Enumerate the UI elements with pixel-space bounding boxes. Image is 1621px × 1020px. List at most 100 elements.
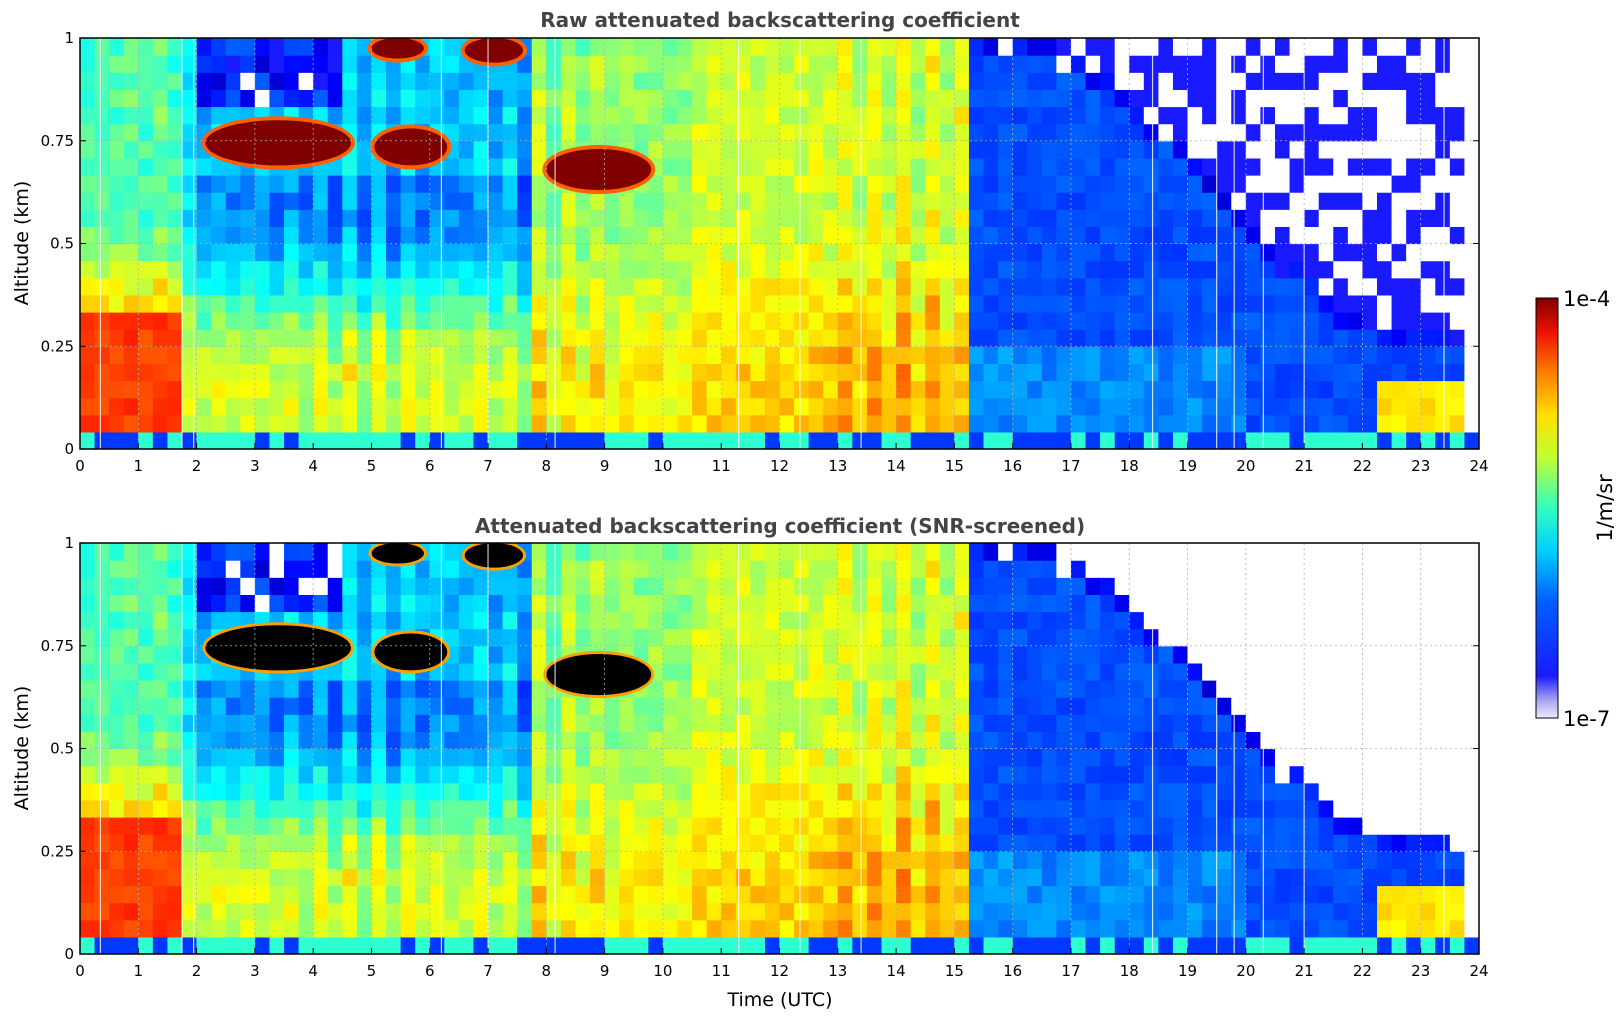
heatmap-cell <box>677 731 693 750</box>
heatmap-cell <box>779 380 795 399</box>
heatmap-cell <box>1274 329 1291 347</box>
heatmap-cell <box>356 799 373 818</box>
heatmap-cell <box>386 243 402 262</box>
heatmap-cell <box>196 731 212 750</box>
heatmap-cell <box>1085 885 1101 904</box>
heatmap-cell <box>1027 851 1043 869</box>
heatmap-cell <box>1100 765 1116 784</box>
heatmap-cell <box>823 431 839 449</box>
heatmap-cell <box>604 277 620 296</box>
heatmap-cell <box>866 902 883 921</box>
heatmap-cell <box>852 680 868 698</box>
heatmap-cell <box>925 346 941 364</box>
heatmap-cell <box>677 782 693 801</box>
heatmap-cell <box>648 140 664 159</box>
heatmap-cell <box>735 714 751 732</box>
heatmap-cell <box>1114 346 1130 364</box>
heatmap-cell <box>1333 765 1349 784</box>
heatmap-cell <box>692 431 708 449</box>
heatmap-cell <box>1376 662 1393 681</box>
heatmap-cell <box>458 157 475 176</box>
heatmap-cell <box>1274 226 1291 245</box>
heatmap-cell <box>1100 123 1116 142</box>
heatmap-cell <box>1129 175 1145 193</box>
heatmap-cell <box>1100 72 1116 90</box>
heatmap-cell <box>1056 902 1072 921</box>
heatmap-cell <box>823 72 839 90</box>
heatmap-cell <box>386 277 402 296</box>
heatmap-cell <box>866 72 883 90</box>
heatmap-cell <box>254 868 271 887</box>
heatmap-cell <box>1100 936 1116 954</box>
heatmap-cell <box>706 55 722 73</box>
heatmap-cell <box>138 329 154 347</box>
heatmap-cell <box>1289 868 1305 887</box>
heatmap-cell <box>881 414 897 433</box>
heatmap-cell <box>1449 329 1466 347</box>
heatmap-cell <box>1362 106 1378 125</box>
heatmap-cell <box>852 209 868 227</box>
heatmap-cell <box>677 885 693 904</box>
heatmap-cell <box>1464 628 1479 647</box>
heatmap-cell <box>677 799 693 818</box>
heatmap-cell <box>1420 697 1436 715</box>
heatmap-cell <box>954 611 970 630</box>
heatmap-cell <box>764 782 781 801</box>
heatmap-cell <box>1289 140 1305 159</box>
heatmap-cell <box>954 414 970 433</box>
heatmap-cell <box>721 731 737 750</box>
heatmap-cell <box>327 106 343 125</box>
heatmap-cell <box>706 192 722 210</box>
heatmap-cell <box>386 919 402 938</box>
heatmap-cell <box>429 72 445 90</box>
heatmap-cell <box>721 919 737 938</box>
heatmap-cell <box>1231 645 1247 664</box>
heatmap-cell <box>881 363 897 382</box>
heatmap-cell <box>138 397 154 416</box>
heatmap-cell <box>1216 346 1232 364</box>
heatmap-cell <box>939 175 955 193</box>
heatmap-cell <box>327 834 343 852</box>
heatmap-cell <box>386 363 402 382</box>
heatmap-cell <box>794 226 810 245</box>
heatmap-cell <box>1070 611 1087 630</box>
heatmap-cell <box>575 868 591 887</box>
heatmap-cell <box>1231 329 1247 347</box>
heatmap-cell <box>852 817 868 835</box>
heatmap-cell <box>1435 346 1451 364</box>
heatmap-cell <box>1056 662 1072 681</box>
heatmap-cell <box>1347 38 1364 56</box>
heatmap-cell <box>1027 577 1043 595</box>
heatmap-cell <box>94 748 110 767</box>
heatmap-cell <box>954 346 970 364</box>
heatmap-cell <box>1041 799 1057 818</box>
heatmap-cell <box>1231 765 1247 784</box>
heatmap-cell <box>764 329 781 347</box>
x-tick-label: 22 <box>1353 457 1372 475</box>
heatmap-cell <box>1202 329 1218 347</box>
heatmap-cell <box>240 560 256 578</box>
heatmap-cell <box>1231 175 1247 193</box>
heatmap-cell <box>925 714 941 732</box>
heatmap-cell <box>1464 697 1479 715</box>
heatmap-cell <box>1391 902 1407 921</box>
heatmap-cell <box>1172 312 1189 330</box>
heatmap-cell <box>692 243 708 262</box>
heatmap-cell <box>269 38 285 56</box>
heatmap-cell <box>750 782 766 801</box>
heatmap-cell <box>196 611 212 630</box>
heatmap-cell <box>225 89 241 108</box>
heatmap-cell <box>721 89 737 108</box>
heatmap-cell <box>1274 140 1291 159</box>
heatmap-cell <box>1304 885 1320 904</box>
heatmap-cell <box>1056 765 1072 784</box>
heatmap-cell <box>458 748 475 767</box>
heatmap-cell <box>677 868 693 887</box>
heatmap-cell <box>706 346 722 364</box>
heatmap-cell <box>852 226 868 245</box>
heatmap-cell <box>896 765 912 784</box>
heatmap-cell <box>604 414 620 433</box>
x-tick-label: 18 <box>1120 962 1139 980</box>
heatmap-cell <box>823 919 839 938</box>
heatmap-cell <box>764 157 781 176</box>
